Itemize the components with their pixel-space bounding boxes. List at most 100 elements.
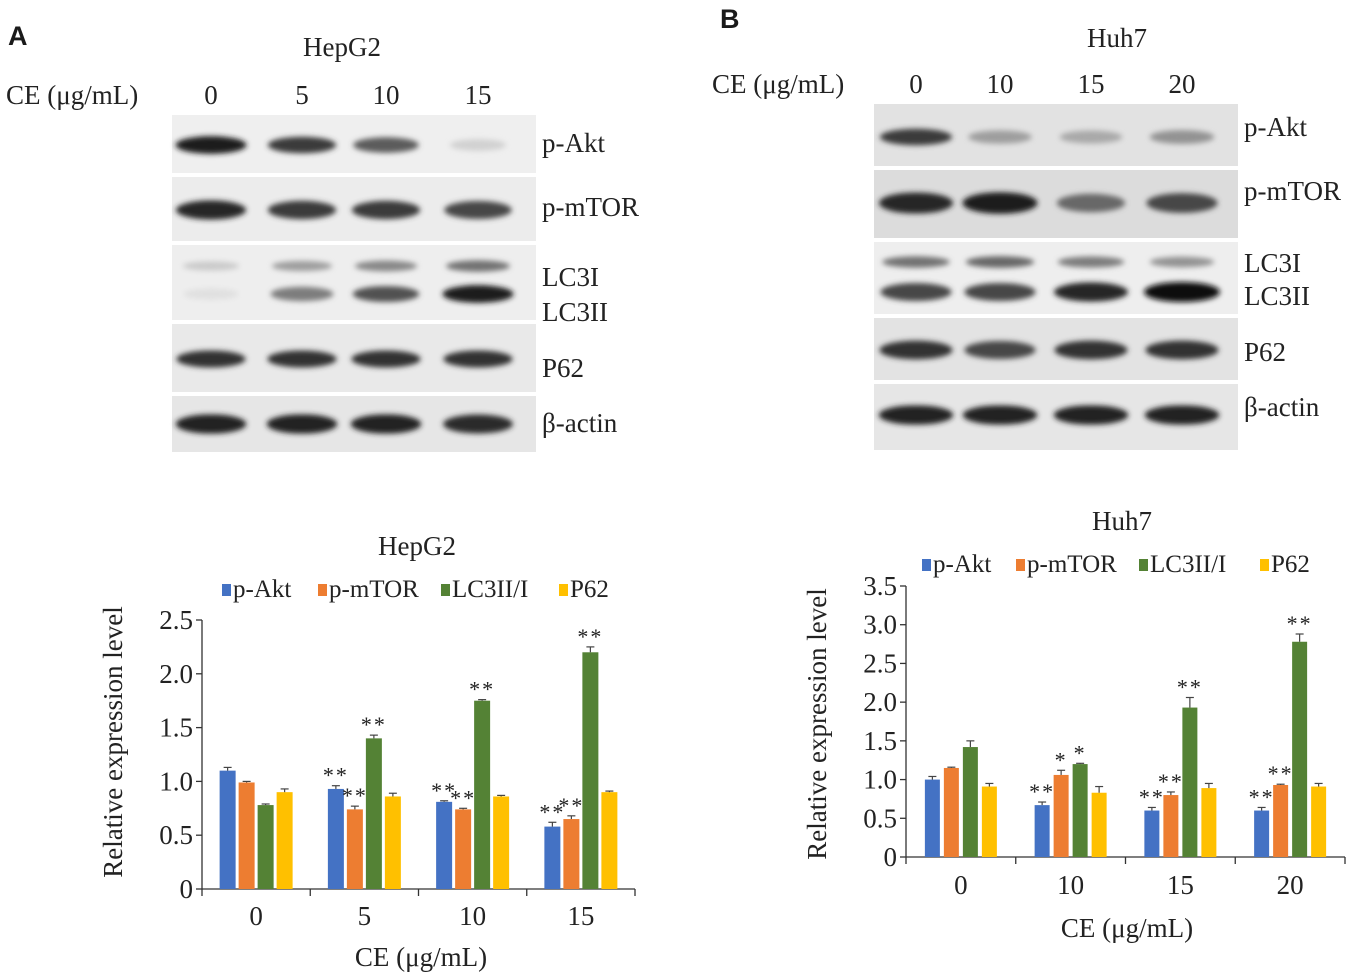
legend-swatch (222, 584, 231, 596)
chart-a-plot: p-Akt p-mTOR LC3II/I P62 0 0.5 1.0 1.5 2.0 2.5 0 5 1… (159, 576, 636, 931)
x-tick-label: 5 (358, 901, 372, 931)
bar (1292, 641, 1308, 857)
blot-band (1054, 340, 1128, 360)
bar (1311, 786, 1327, 857)
y-tick-label: 3.5 (863, 571, 897, 601)
x-tick-label: 0 (249, 901, 263, 931)
blot-band (879, 128, 953, 146)
blot-band (183, 288, 239, 300)
blot-dose-label: 10 (987, 69, 1014, 99)
blot-band (962, 405, 1038, 425)
bar (276, 792, 293, 889)
blot-band (175, 414, 247, 434)
bar (436, 801, 453, 889)
blot-strip (874, 242, 1238, 314)
blot-band (964, 283, 1036, 301)
blot-band (351, 350, 421, 368)
legend-swatch (559, 584, 568, 596)
legend-swatch (922, 559, 931, 571)
blot-band-label: P62 (542, 353, 584, 383)
blot-band-label: p-mTOR (1244, 176, 1341, 206)
blot-band (879, 340, 953, 360)
blot-b-bands (874, 104, 1238, 450)
legend-label: p-Akt (233, 576, 291, 603)
bar (943, 767, 959, 857)
blot-band (270, 286, 334, 302)
blot-band (1144, 282, 1220, 302)
y-tick-label: 2.5 (863, 648, 897, 678)
bar (474, 700, 491, 889)
blot-band (182, 261, 240, 271)
bar (1182, 707, 1198, 857)
blot-band (350, 414, 422, 434)
bar (962, 747, 978, 857)
bar (257, 805, 274, 889)
blot-band (1145, 340, 1219, 360)
significance-label: ** (323, 763, 349, 788)
blot-band-label: LC3I (542, 262, 599, 292)
significance-label: * (1055, 747, 1068, 772)
blot-band-label: LC3II (542, 297, 608, 327)
bar (365, 738, 382, 889)
chart-a-ylabel: Relative expression level (98, 606, 128, 877)
bar (1273, 784, 1289, 857)
x-tick-label: 20 (1277, 870, 1304, 900)
bar (219, 770, 236, 889)
y-tick-label: 1.0 (159, 766, 193, 796)
bar (1053, 774, 1069, 857)
blot-dose-label: 20 (1169, 69, 1196, 99)
blot-band (175, 200, 247, 220)
blot-a-cell-line: HepG2 (303, 32, 381, 62)
y-tick-label: 0 (180, 874, 194, 904)
blot-dose-label: 15 (1078, 69, 1105, 99)
legend-label: P62 (1271, 551, 1310, 578)
bar (582, 652, 599, 889)
bar (493, 796, 510, 889)
y-tick-label: 2.5 (159, 605, 193, 635)
significance-label: ** (1158, 769, 1184, 794)
blot-band-label: LC3I (1244, 248, 1301, 278)
chart-b-xlabel: CE (μg/mL) (1061, 913, 1193, 943)
blot-band (443, 350, 513, 368)
legend-swatch (441, 584, 450, 596)
blot-a: HepG2 CE (μg/mL) 0 5 10 15 p-Akt p-mTOR LC3I L… (6, 32, 639, 452)
bar (384, 796, 401, 889)
x-tick-label: 15 (1167, 870, 1194, 900)
blot-b: Huh7 CE (μg/mL) 0 10 15 20 p-Akt p-mTOR LC3IL… (712, 23, 1341, 450)
blot-band (444, 201, 512, 219)
significance-label: ** (1249, 784, 1275, 809)
legend-label: LC3II/I (452, 576, 528, 603)
significance-label: ** (1029, 779, 1055, 804)
significance-label: ** (558, 793, 584, 818)
legend-swatch (1139, 559, 1148, 571)
blot-band (1053, 282, 1129, 302)
bar (563, 819, 580, 889)
blot-band (1057, 256, 1125, 268)
legend-label: LC3II/I (1150, 551, 1226, 578)
blot-a-dose-label: CE (μg/mL) (6, 80, 138, 110)
blot-dose-label: 10 (373, 80, 400, 110)
blot-band (267, 136, 337, 154)
blot-a-dose-values: 0 5 10 15 (204, 80, 491, 110)
blot-band (878, 192, 954, 214)
blot-band (964, 341, 1036, 359)
x-tick-label: 10 (1057, 870, 1084, 900)
significance-label: ** (1268, 761, 1294, 786)
y-tick-label: 0.5 (863, 803, 897, 833)
chart-b-title: Huh7 (1092, 506, 1152, 536)
chart-a-xlabel: CE (μg/mL) (355, 942, 487, 972)
bar (1091, 792, 1107, 857)
significance-label: ** (361, 712, 387, 737)
y-tick-label: 1.5 (863, 726, 897, 756)
chart-b-plot: p-Akt p-mTOR LC3II/I P62 0 0.5 1.0 1.5 2.0 2.5 3.0… (863, 551, 1346, 900)
blot-band (1144, 405, 1220, 425)
significance-label: ** (450, 785, 476, 810)
blot-band (175, 136, 247, 154)
significance-label: ** (1177, 674, 1203, 699)
blot-band (353, 137, 419, 153)
blot-band-label: p-mTOR (542, 192, 639, 222)
significance-label: ** (342, 783, 368, 808)
blot-band (1053, 405, 1129, 425)
